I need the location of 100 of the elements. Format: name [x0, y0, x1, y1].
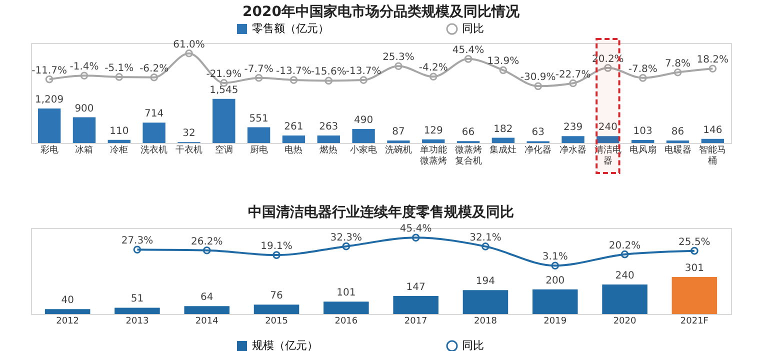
data-label: 490	[354, 115, 374, 126]
bar	[352, 129, 375, 143]
data-label: 61.0%	[173, 39, 205, 50]
x-tick-label: 洗衣机	[140, 144, 168, 156]
x-tick-label: 2018	[474, 316, 498, 326]
data-label: 194	[476, 276, 496, 288]
x-tick-label: 2012	[56, 316, 80, 326]
point	[569, 79, 577, 88]
point	[80, 72, 88, 80]
x-tick-label: 冷柜	[110, 144, 128, 156]
x-tick-label: 电暖器	[664, 144, 692, 156]
x-tick-label: 2015	[265, 316, 288, 326]
point	[394, 62, 402, 70]
data-label: 76	[270, 290, 283, 302]
data-label: 110	[110, 126, 129, 137]
data-label: 103	[633, 126, 652, 138]
point	[464, 55, 472, 63]
bar	[317, 135, 340, 143]
point	[272, 251, 280, 259]
bar	[142, 122, 166, 143]
x-tick-label: 干衣机	[175, 144, 202, 156]
chart-title: 2020年中国家电市场分品类规模及同比情况	[242, 3, 520, 20]
data-label: 32	[182, 128, 196, 140]
x-tick-label: 微蒸烤复合机	[454, 144, 482, 166]
x-tick-label: 智能马桶	[699, 144, 726, 166]
data-label: 1,545	[210, 84, 238, 96]
bar	[462, 290, 508, 314]
data-label: 240	[615, 270, 634, 282]
point	[360, 76, 368, 84]
data-label: -11.7%	[32, 65, 68, 76]
data-label: -1.4%	[70, 62, 99, 73]
data-label: 45.4%	[452, 44, 484, 56]
data-label: 900	[74, 103, 94, 114]
x-tick-label: 燃热	[320, 144, 338, 156]
x-tick-label: 电风扇	[629, 144, 656, 156]
bar	[324, 302, 369, 314]
data-label: 19.1%	[260, 241, 292, 252]
x-tick-label: 单功能微蒸烤	[420, 144, 447, 166]
data-label: 26.2%	[190, 236, 223, 248]
data-label: 101	[336, 288, 356, 299]
x-tick-label: 彩电	[40, 144, 58, 156]
point	[638, 74, 647, 82]
data-label: 32.3%	[330, 232, 362, 244]
data-label: 1,209	[35, 94, 64, 106]
data-label: 25.3%	[382, 52, 414, 64]
x-tick-label: 小家电	[350, 144, 378, 156]
data-label: 27.3%	[121, 236, 154, 247]
x-tick-label: 2020	[613, 316, 637, 326]
data-label: -13.7%	[346, 66, 382, 78]
data-label: 51	[130, 294, 144, 305]
point	[674, 68, 682, 76]
bar	[212, 98, 236, 143]
point	[429, 72, 438, 81]
data-label: 86	[671, 126, 684, 138]
data-label: -6.2%	[140, 63, 169, 74]
point	[482, 242, 490, 250]
data-label: 129	[424, 125, 443, 136]
bar	[422, 139, 445, 143]
bar	[393, 296, 438, 314]
point	[202, 246, 211, 254]
bar	[247, 127, 270, 143]
x-tick-label: 2013	[126, 316, 149, 326]
x-tick-label: 空调	[214, 144, 233, 156]
point	[150, 73, 158, 82]
data-label: 18.2%	[696, 54, 729, 66]
data-label: 40	[61, 295, 74, 306]
data-label: 66	[462, 127, 475, 138]
point	[551, 262, 560, 270]
data-label: 263	[319, 121, 338, 132]
x-tick-label: 电热	[284, 144, 303, 156]
x-tick-label: 冰箱	[75, 144, 94, 156]
x-tick-label: 厨电	[250, 144, 268, 156]
data-label: 551	[249, 113, 268, 124]
data-label: 301	[684, 263, 704, 274]
bar	[44, 309, 90, 314]
chart-title: 中国清洁电器行业连续年度零售规模及同比	[248, 204, 514, 221]
point	[499, 66, 508, 74]
bar	[72, 117, 96, 143]
x-tick-label: 2016	[334, 316, 358, 326]
legend-label: 同比	[462, 22, 484, 35]
bar	[532, 289, 578, 314]
data-label: -13.7%	[276, 66, 312, 78]
point	[254, 74, 263, 82]
data-label: 714	[144, 108, 164, 120]
data-label: 25.5%	[678, 236, 710, 248]
point	[412, 234, 420, 242]
point	[534, 82, 542, 90]
bar	[254, 304, 300, 314]
data-label: 261	[284, 122, 304, 133]
legend-label: 同比	[462, 339, 484, 351]
data-label: 200	[546, 275, 565, 286]
data-label: -7.8%	[628, 64, 658, 75]
data-label: 3.1%	[542, 252, 568, 263]
data-label: 240	[598, 122, 618, 134]
point	[604, 64, 612, 72]
x-tick-label: 2014	[195, 316, 219, 326]
point	[342, 242, 350, 250]
x-tick-label: 2017	[404, 316, 428, 326]
data-label: -22.7%	[555, 69, 591, 80]
bar	[596, 136, 620, 143]
